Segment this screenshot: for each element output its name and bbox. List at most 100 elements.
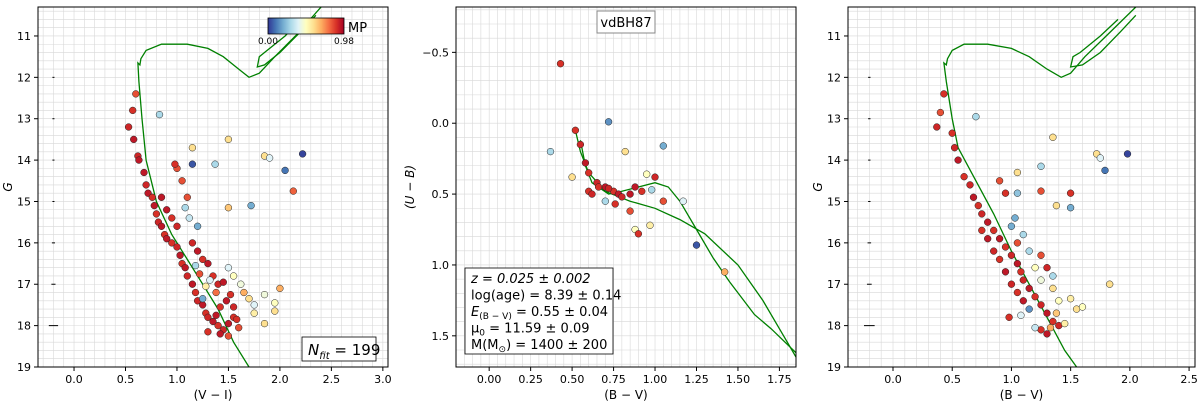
data-point <box>298 150 307 158</box>
data-point <box>193 222 202 230</box>
data-point <box>191 288 200 297</box>
data-point <box>204 328 212 336</box>
data-point <box>124 123 133 131</box>
data-point <box>163 206 171 214</box>
data-point <box>1046 324 1055 332</box>
data-point <box>1031 293 1039 301</box>
data-point <box>933 123 941 131</box>
data-point <box>990 226 998 235</box>
data-point <box>1037 276 1045 284</box>
data-point <box>204 259 212 268</box>
data-point <box>948 129 956 137</box>
data-points <box>933 90 1132 338</box>
data-point <box>634 230 643 238</box>
y-tick-label: 1.5 <box>432 330 450 343</box>
data-point <box>960 173 968 181</box>
data-point <box>648 186 656 194</box>
data-points <box>124 90 307 340</box>
error-bars <box>863 76 875 327</box>
fit-parameter-main: μ <box>471 322 479 337</box>
data-point <box>1123 150 1132 158</box>
y-tick-label: 18 <box>17 320 31 333</box>
isochrone2-line <box>256 14 317 68</box>
data-point <box>1078 303 1087 311</box>
data-point <box>1049 133 1057 141</box>
y-tick-label: 19 <box>827 361 841 374</box>
y-tick-label: 1.0 <box>432 259 450 272</box>
data-point <box>1031 324 1039 332</box>
data-point <box>212 288 220 297</box>
data-point <box>1049 284 1057 293</box>
data-point <box>1037 162 1045 170</box>
data-point <box>1043 330 1051 338</box>
data-point <box>224 204 233 212</box>
x-tick-label: 0.0 <box>65 373 83 386</box>
data-point <box>173 222 181 230</box>
data-point <box>135 156 143 164</box>
y-tick-label: 13 <box>827 113 841 126</box>
nfit-prefix: N <box>308 341 319 359</box>
fit-parameter-line: log(age) = 8.39 ± 0.14 <box>471 289 621 304</box>
data-point <box>219 278 227 286</box>
fit-parameters-box <box>464 267 614 355</box>
grid <box>38 7 388 367</box>
colorbar-label: MP <box>348 21 367 36</box>
cluster-title-text: vdBH87 <box>600 16 651 31</box>
error-bars <box>48 76 59 327</box>
data-point <box>152 210 161 218</box>
data-point <box>157 193 166 201</box>
data-point <box>1019 297 1027 305</box>
data-point <box>1013 259 1022 268</box>
data-point <box>1043 309 1051 317</box>
data-point <box>188 144 197 152</box>
data-point <box>576 140 585 149</box>
data-point <box>618 193 626 201</box>
data-point <box>604 184 613 193</box>
data-point <box>148 193 156 201</box>
data-point <box>240 288 248 297</box>
data-point <box>1096 154 1104 162</box>
x-axis-label: (V − I) <box>194 388 233 402</box>
data-point <box>1101 166 1109 175</box>
axes-frame <box>455 6 797 368</box>
data-point <box>142 181 150 189</box>
y-tick-label: 19 <box>17 361 31 374</box>
data-point <box>604 118 613 126</box>
data-point <box>978 226 986 235</box>
data-point <box>1037 301 1045 309</box>
nfit-value: = 199 <box>330 341 381 359</box>
data-point <box>950 144 959 152</box>
data-point <box>594 183 603 191</box>
data-point <box>1049 317 1057 326</box>
data-point <box>1011 214 1019 222</box>
data-point <box>132 90 140 98</box>
x-tick-label: 1.00 <box>643 373 668 386</box>
x-tick-label: 1.25 <box>684 373 709 386</box>
y-tick-label: 0.0 <box>432 117 450 130</box>
data-point <box>1017 268 1025 276</box>
data-point <box>183 272 191 280</box>
data-point <box>229 303 238 311</box>
data-point <box>581 159 590 167</box>
cluster-title-box <box>596 10 656 34</box>
data-point <box>1066 204 1075 212</box>
y-tick-label: 17 <box>17 278 31 291</box>
y-axis-label: (U − B) <box>403 165 417 209</box>
y-tick-label: 0.5 <box>432 188 450 201</box>
isochrone2-line <box>1069 14 1137 68</box>
x-tick-label: 1.75 <box>767 373 792 386</box>
data-point <box>1052 309 1061 317</box>
fit-parameter-line: z = 0.025 ± 0.002 <box>470 272 591 287</box>
data-point <box>224 264 233 272</box>
colorbar-gradient <box>267 17 345 35</box>
data-point <box>226 290 235 299</box>
data-point <box>1013 168 1022 177</box>
data-point <box>260 290 269 299</box>
data-point <box>626 190 634 198</box>
data-point <box>168 214 176 222</box>
x-tick-label: 2.5 <box>1180 373 1198 386</box>
y-tick-label: 14 <box>17 154 31 167</box>
data-point <box>271 299 279 307</box>
data-point <box>1013 288 1022 297</box>
